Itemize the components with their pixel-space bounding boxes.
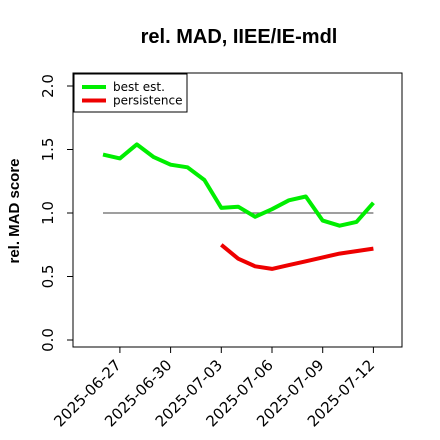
legend-label: best est. <box>113 80 165 94</box>
legend-box <box>73 73 188 113</box>
legend-label: persistence <box>113 94 182 108</box>
y-tick-label: 0.0 <box>39 328 57 352</box>
y-tick-label: 1.5 <box>39 138 57 162</box>
y-tick-label: 0.5 <box>39 265 57 289</box>
plot-frame <box>72 72 403 348</box>
legend: best est.persistence <box>73 73 188 113</box>
series-line-0 <box>102 142 375 228</box>
y-tick-label: 2.0 <box>39 74 57 98</box>
data-series <box>102 142 375 271</box>
y-axis-label: rel. MAD score <box>6 158 23 263</box>
chart-title: rel. MAD, IIEE/IE-mdl <box>141 26 338 48</box>
series-line-1 <box>220 243 374 271</box>
y-tick-label: 1.0 <box>39 201 57 225</box>
